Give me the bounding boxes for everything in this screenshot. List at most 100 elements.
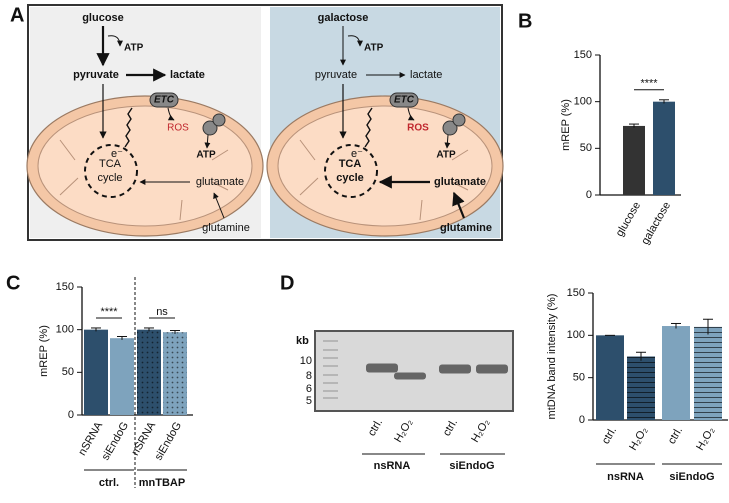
diagram-label: ATP [124,43,144,54]
bar [627,356,655,420]
diagram-label: cycle [97,172,122,184]
diagram-label: e⁻ [111,148,123,160]
y-tick-label: 50 [62,366,74,378]
lane-label: H₂O₂ [392,417,415,445]
panel-label: D [280,272,294,294]
diagram-label: pyruvate [315,69,357,81]
diagram-label: cycle [336,172,364,184]
x-tick-label: galactose [639,200,673,247]
diagram-label: ETC [394,95,415,106]
bar [623,125,645,195]
crista [59,177,79,196]
atp-synthase [202,120,218,136]
y-tick-label: 0 [586,189,592,201]
y-tick-label: 100 [56,324,74,336]
x-tick-label: H₂O₂ [694,425,717,453]
bar [163,332,187,415]
atp-synthase [212,113,226,127]
x-tick-label: nSRNA [76,419,105,457]
dna-band [476,364,508,374]
diagram-label: glucose [82,12,124,24]
panel-label: B [518,10,532,32]
y-tick-label: 150 [574,49,592,61]
bar [653,101,675,195]
diagram-label: glutamine [202,222,250,234]
marker-label: 5 [306,395,312,407]
y-axis-label: mREP (%) [38,325,50,377]
significance-label: ns [156,306,168,318]
ros-arrow [167,107,175,121]
group-label: mnTBAP [139,477,185,489]
crista [451,181,469,191]
atp-arrow [107,35,123,47]
crista [299,139,316,161]
diagram-label: TCA [339,158,362,170]
diagram-label: lactate [410,69,442,81]
mitochondrion-inner [277,105,493,227]
etc-complex [389,92,419,108]
significance-label: **** [100,306,118,318]
tca-cycle [84,144,138,198]
arrow [213,192,225,219]
ros-arrow [407,107,415,121]
panel-a-frame [27,4,503,241]
diagram-label: ROS [167,123,189,134]
significance-label: **** [640,78,658,90]
y-tick-label: 50 [580,142,592,154]
x-tick-label: ctrl. [600,425,619,446]
crista [179,199,183,221]
y-tick-label: 150 [56,281,74,293]
diagram-label: lactate [170,69,205,81]
bar [110,338,134,415]
bar [662,326,690,420]
panel-label: A [10,4,24,26]
dna-band [366,363,398,373]
gel-unit: kb [296,335,309,347]
crista [419,199,423,221]
diagram-label: ROS [407,123,429,134]
diagram-label: glutamine [440,222,492,234]
bar [137,329,161,415]
crista [211,181,229,191]
diagram-label: ATP [436,150,456,161]
crista [299,177,319,196]
diagram-label: TCA [99,158,122,170]
marker-label: 8 [306,370,312,382]
y-tick-label: 0 [68,409,74,421]
diagram-label: ETC [154,95,175,106]
x-tick-label: glucose [614,200,643,239]
group-label: nsRNA [607,471,644,483]
dna-band [439,364,471,374]
diagram-label: ATP [196,150,216,161]
crista [451,149,469,161]
diagram-label: pyruvate [73,69,119,81]
y-tick-label: 0 [579,414,585,426]
crista [211,149,229,161]
y-axis-label: mtDNA band intensity (%) [546,294,558,420]
electron-path [364,107,373,148]
bar [596,335,624,420]
atp-synthase [442,120,458,136]
y-tick-label: 150 [567,287,585,299]
group-label: ctrl. [99,477,119,489]
diagram-label: e⁻ [351,148,363,160]
y-tick-label: 100 [574,96,592,108]
atp-arrow [347,35,363,47]
atp-arrow [444,134,451,149]
group-label: nsRNA [374,460,411,472]
etc-complex [149,92,179,108]
atp-arrow [204,134,211,149]
y-tick-label: 100 [567,329,585,341]
bar [84,329,108,415]
arrow [452,191,466,219]
tca-cycle [324,144,378,198]
x-tick-label: H₂O₂ [627,425,650,453]
marker-label: 6 [306,383,312,395]
y-tick-label: 50 [573,372,585,384]
x-tick-label: nSRNA [129,419,158,457]
crista [59,139,76,161]
lane-label: ctrl. [366,417,385,438]
diagram-label: glutamate [434,176,486,188]
y-axis-label: mREP (%) [560,99,572,151]
